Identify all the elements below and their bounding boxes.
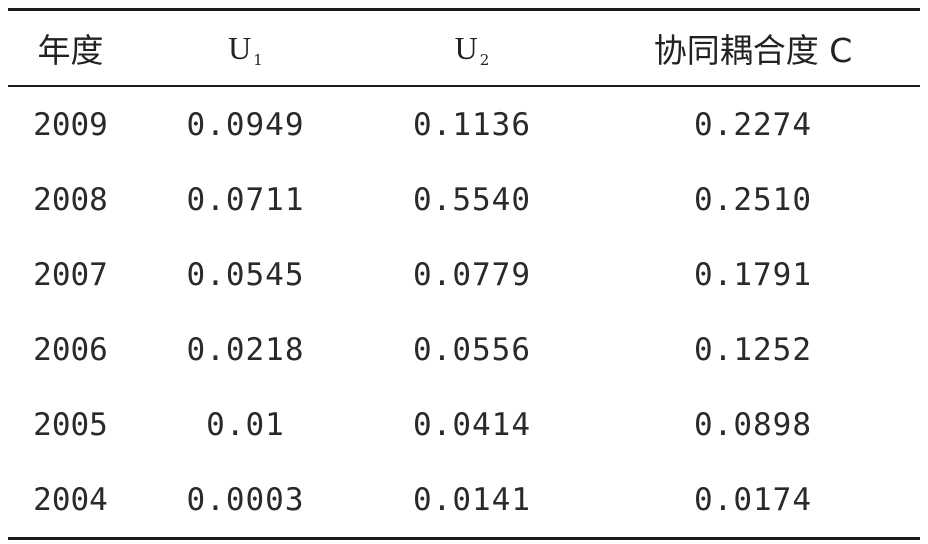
cell-u2: 0.0779 xyxy=(413,256,531,293)
header-u1-letter: U xyxy=(228,29,252,66)
header-u2-subscript: 2 xyxy=(479,50,490,69)
cell-year: 2006 xyxy=(33,331,108,368)
table-row: 2006 0.0218 0.0556 0.1252 xyxy=(8,312,920,387)
table-row: 2005 0.01 0.0414 0.0898 xyxy=(8,387,920,462)
header-coupling-label: 协同耦合度 C xyxy=(653,31,853,70)
cell-year: 2008 xyxy=(33,181,108,218)
cell-coupling: 0.2274 xyxy=(694,106,812,143)
header-u1-subscript: 1 xyxy=(253,50,263,69)
cell-coupling: 0.2510 xyxy=(694,181,812,218)
cell-u1: 0.01 xyxy=(206,406,285,443)
cell-u1: 0.0218 xyxy=(186,331,305,368)
cell-u2: 0.5540 xyxy=(413,181,531,218)
cell-u1: 0.0949 xyxy=(186,106,305,143)
header-year-label: 年度 xyxy=(37,31,104,70)
table-body: 2009 0.0949 0.1136 0.2274 2008 0.0711 0.5540 0.… xyxy=(8,86,920,539)
table-row: 2008 0.0711 0.5540 0.2510 xyxy=(8,162,920,237)
cell-coupling: 0.0898 xyxy=(694,406,812,443)
cell-year: 2004 xyxy=(33,481,108,518)
cell-year: 2009 xyxy=(33,106,108,143)
table-row: 2009 0.0949 0.1136 0.2274 xyxy=(8,86,920,162)
cell-u1: 0.0545 xyxy=(186,256,305,293)
header-year: 年度 xyxy=(8,10,133,87)
cell-year: 2007 xyxy=(33,256,108,293)
cell-u2: 0.0556 xyxy=(413,331,531,368)
cell-u2: 0.1136 xyxy=(413,106,531,143)
cell-year: 2005 xyxy=(33,406,108,443)
cell-u2: 0.0141 xyxy=(413,481,531,518)
header-coupling: 协同耦合度 C xyxy=(586,10,920,87)
cell-coupling: 0.1252 xyxy=(694,331,812,368)
cell-u1: 0.0711 xyxy=(186,181,305,218)
cell-coupling: 0.1791 xyxy=(694,256,812,293)
header-u2-letter: U xyxy=(454,29,478,66)
table-row: 2004 0.0003 0.0141 0.0174 xyxy=(8,462,920,539)
cell-coupling: 0.0174 xyxy=(694,481,812,518)
cell-u1: 0.0003 xyxy=(186,481,305,518)
cell-u2: 0.0414 xyxy=(413,406,531,443)
table-row: 2007 0.0545 0.0779 0.1791 xyxy=(8,237,920,312)
